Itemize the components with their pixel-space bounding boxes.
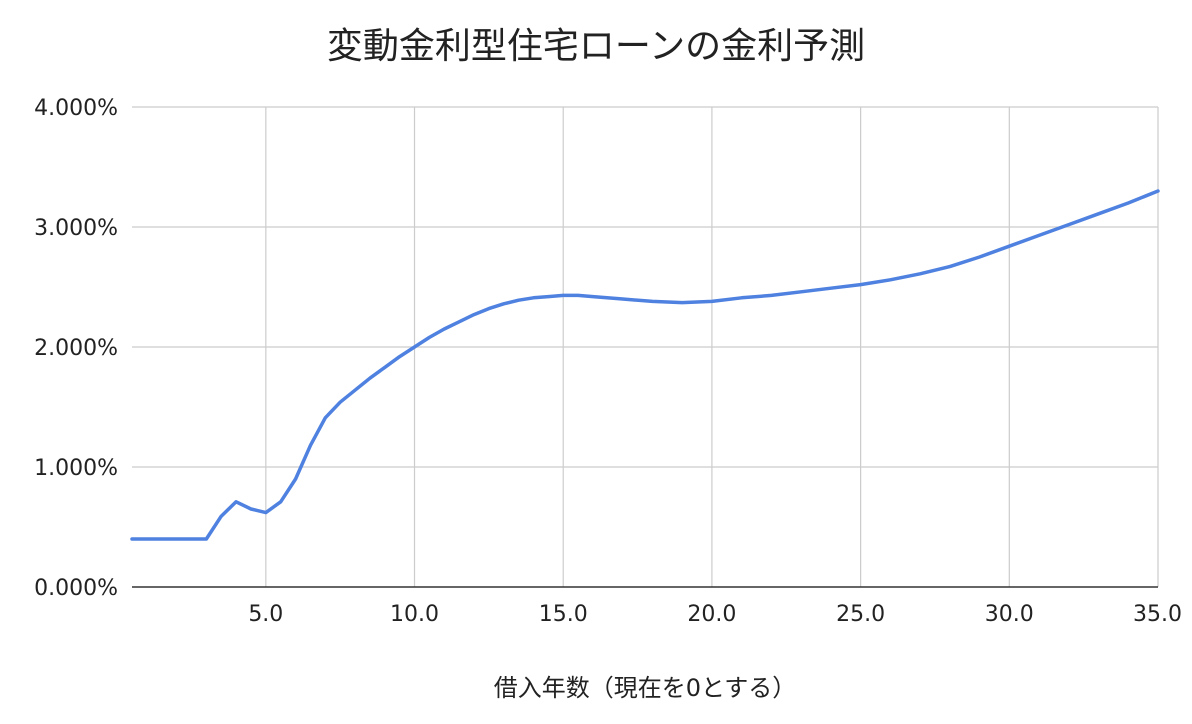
x-tick-label: 20.0: [687, 602, 736, 627]
x-tick-label: 25.0: [836, 602, 885, 627]
x-tick-label: 30.0: [985, 602, 1034, 627]
chart-title: 変動金利型住宅ローンの金利予測: [327, 26, 865, 67]
y-tick-label: 0.000%: [34, 576, 118, 601]
x-tick-label: 10.0: [390, 602, 439, 627]
y-tick-label: 2.000%: [34, 336, 118, 361]
series-line: [130, 189, 1160, 541]
x-tick-label: 35.0: [1133, 602, 1182, 627]
x-axis-label: 借入年数（現在を0とする）: [494, 674, 797, 702]
x-axis-tick-labels: 5.0 10.0 15.0 20.0 25.0 30.0 35.0: [248, 602, 1182, 627]
y-axis-tick-labels: 0.000% 1.000% 2.000% 3.000% 4.000%: [34, 96, 118, 601]
y-tick-label: 3.000%: [34, 216, 118, 241]
y-tick-label: 4.000%: [34, 96, 118, 121]
x-tick-label: 5.0: [248, 602, 283, 627]
y-tick-label: 1.000%: [34, 456, 118, 481]
series-layer: [130, 189, 1160, 541]
x-tick-label: 15.0: [539, 602, 588, 627]
gridlines: [132, 106, 1159, 587]
